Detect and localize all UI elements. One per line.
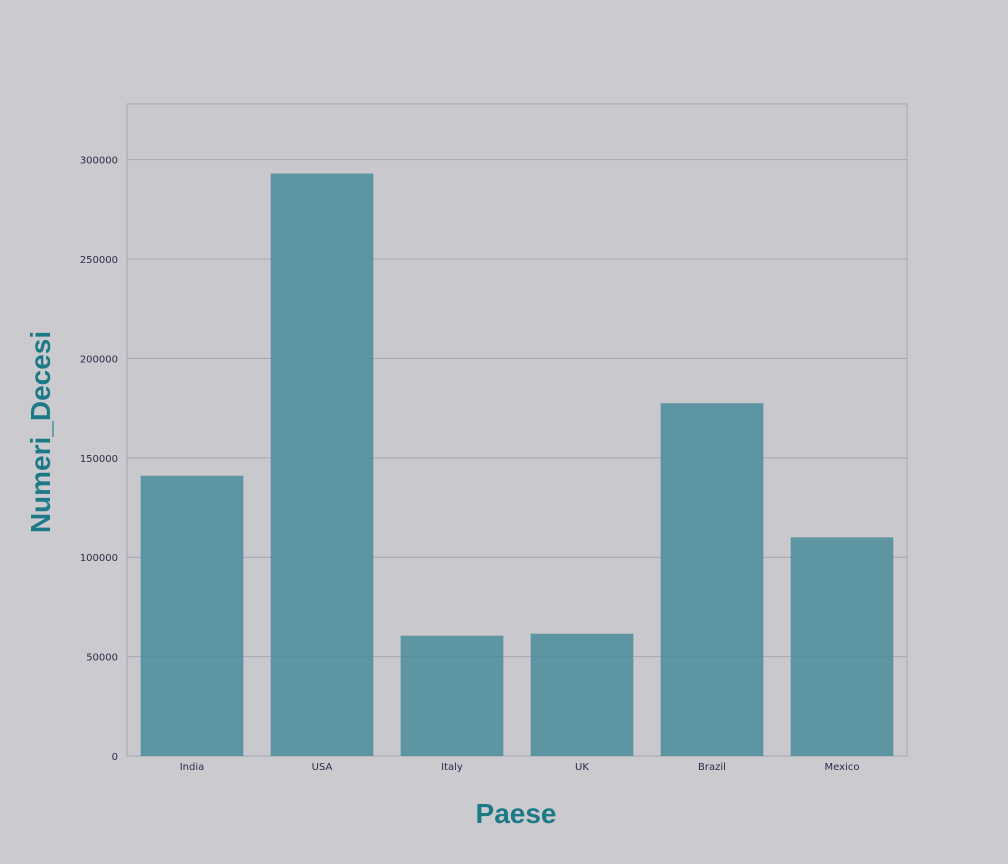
bar-italy	[400, 635, 504, 756]
y-tick-label: 50000	[86, 653, 118, 664]
bar-brazil	[660, 403, 764, 756]
x-tick-label: UK	[575, 762, 589, 773]
y-tick-label: 250000	[80, 255, 118, 266]
x-tick-label: USA	[312, 762, 333, 773]
y-tick-labels: 0 50000 100000 150000 200000 250000 300000	[80, 156, 118, 763]
bar-india	[140, 475, 244, 756]
y-tick-label: 300000	[80, 156, 118, 167]
y-tick-label: 150000	[80, 454, 118, 465]
y-tick-label: 100000	[80, 553, 118, 564]
bar-uk	[530, 633, 634, 756]
x-tick-label: Mexico	[825, 762, 860, 773]
y-tick-label: 0	[112, 752, 118, 763]
plot-area	[126, 103, 908, 757]
y-axis-title: Numeri_Decesi	[25, 331, 56, 533]
bar-usa	[270, 173, 374, 756]
y-tick-label: 200000	[80, 354, 118, 365]
x-tick-label: Italy	[441, 762, 463, 773]
x-tick-label: Brazil	[698, 762, 726, 773]
gridlines	[127, 159, 907, 658]
x-axis-title: Paese	[476, 798, 557, 829]
bars	[140, 173, 894, 756]
x-tick-label: India	[180, 762, 205, 773]
bar-mexico	[790, 537, 894, 756]
x-tick-labels: India USA Italy UK Brazil Mexico	[180, 762, 860, 773]
